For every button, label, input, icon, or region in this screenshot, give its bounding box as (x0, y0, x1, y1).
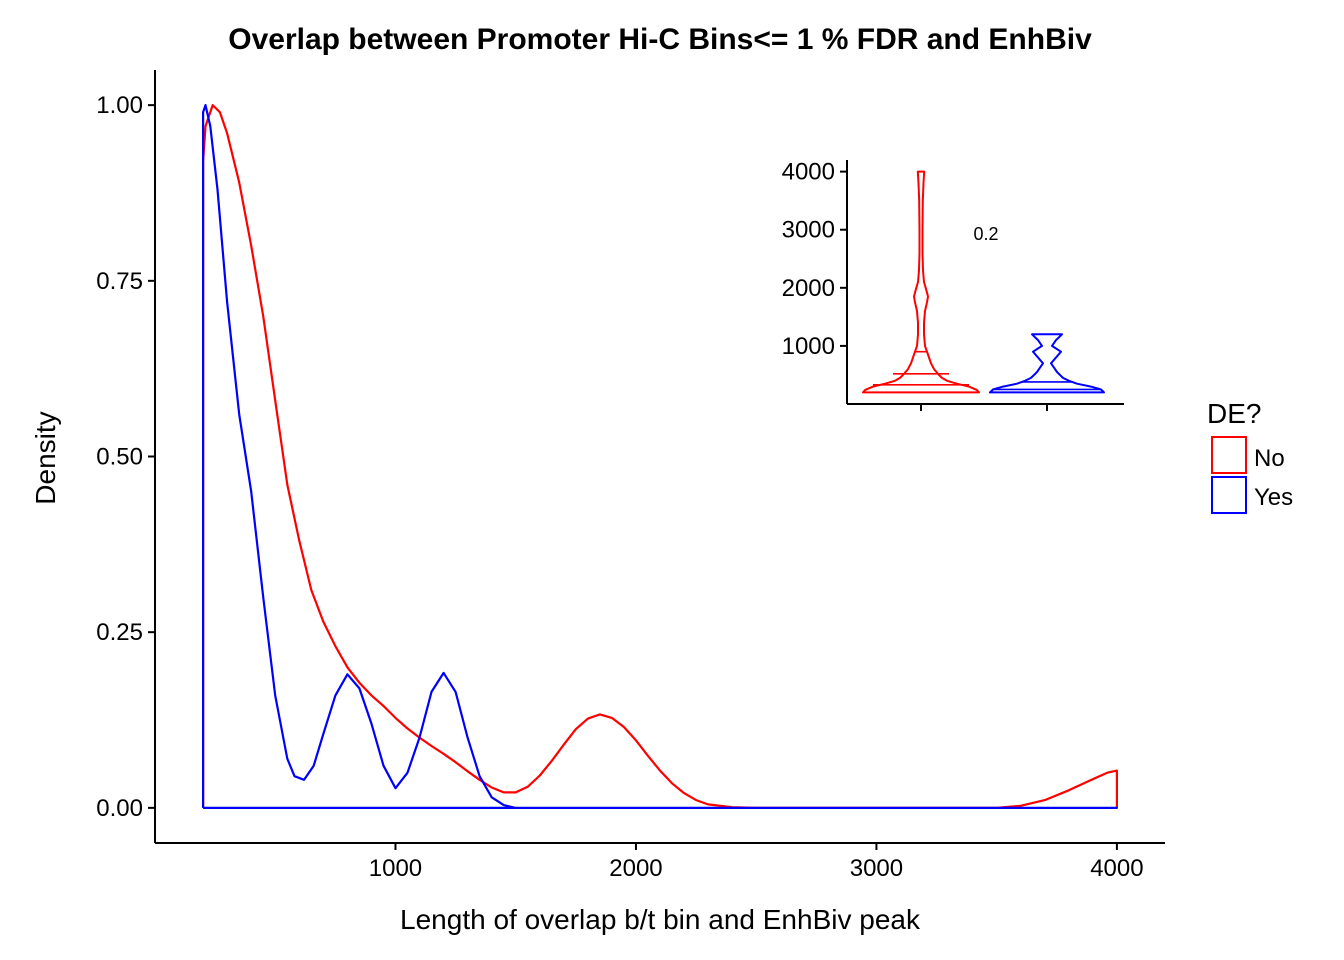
legend-key-no (1211, 436, 1247, 474)
y-tick-label: 0.00 (96, 795, 143, 822)
inset-y-tick-label: 1000 (782, 333, 835, 360)
main-axes: 1000 2000 3000 4000 0.00 0.25 0.50 0.75 1.00 (96, 70, 1165, 882)
y-tick-label: 0.25 (96, 619, 143, 646)
inset-y-tick-label: 3000 (782, 217, 835, 244)
inset-axes: 1000 2000 3000 4000 (782, 159, 1124, 411)
x-tick-label: 2000 (609, 855, 662, 882)
legend-label-no: No (1254, 445, 1285, 472)
legend-entry-no: No (1211, 436, 1285, 474)
y-tick-label: 1.00 (96, 92, 143, 119)
legend-label-yes: Yes (1254, 484, 1293, 511)
inset-y-tick-label: 2000 (782, 275, 835, 302)
legend-key-yes (1211, 476, 1247, 514)
y-axis-label: Density (30, 411, 61, 504)
legend-entry-yes: Yes (1211, 476, 1293, 514)
y-tick-label: 0.50 (96, 444, 143, 471)
x-tick-label: 3000 (850, 855, 903, 882)
density-line-no (202, 104, 1118, 809)
main-plot: 1000 2000 3000 4000 0.00 0.25 0.50 0.75 1.00 (96, 70, 1165, 882)
x-tick-label: 1000 (369, 855, 422, 882)
y-tick-label: 0.75 (96, 268, 143, 295)
violin-no (862, 170, 980, 394)
chart-title: Overlap between Promoter Hi-C Bins<= 1 %… (228, 23, 1092, 56)
inset-y-tick-label: 4000 (782, 159, 835, 186)
x-axis-label: Length of overlap b/t bin and EnhBiv pea… (400, 904, 921, 935)
legend-title: DE? (1207, 398, 1261, 429)
density-line-yes (202, 104, 1118, 809)
density-lines (202, 104, 1118, 809)
inset-annotation: 0.2 (973, 224, 998, 244)
x-tick-label: 4000 (1090, 855, 1143, 882)
inset-violin-plot: 1000 2000 3000 4000 0.2 (782, 159, 1124, 411)
violin-yes (989, 333, 1105, 394)
inset-violins (862, 170, 1105, 394)
legend: DE? No Yes (1207, 398, 1293, 514)
